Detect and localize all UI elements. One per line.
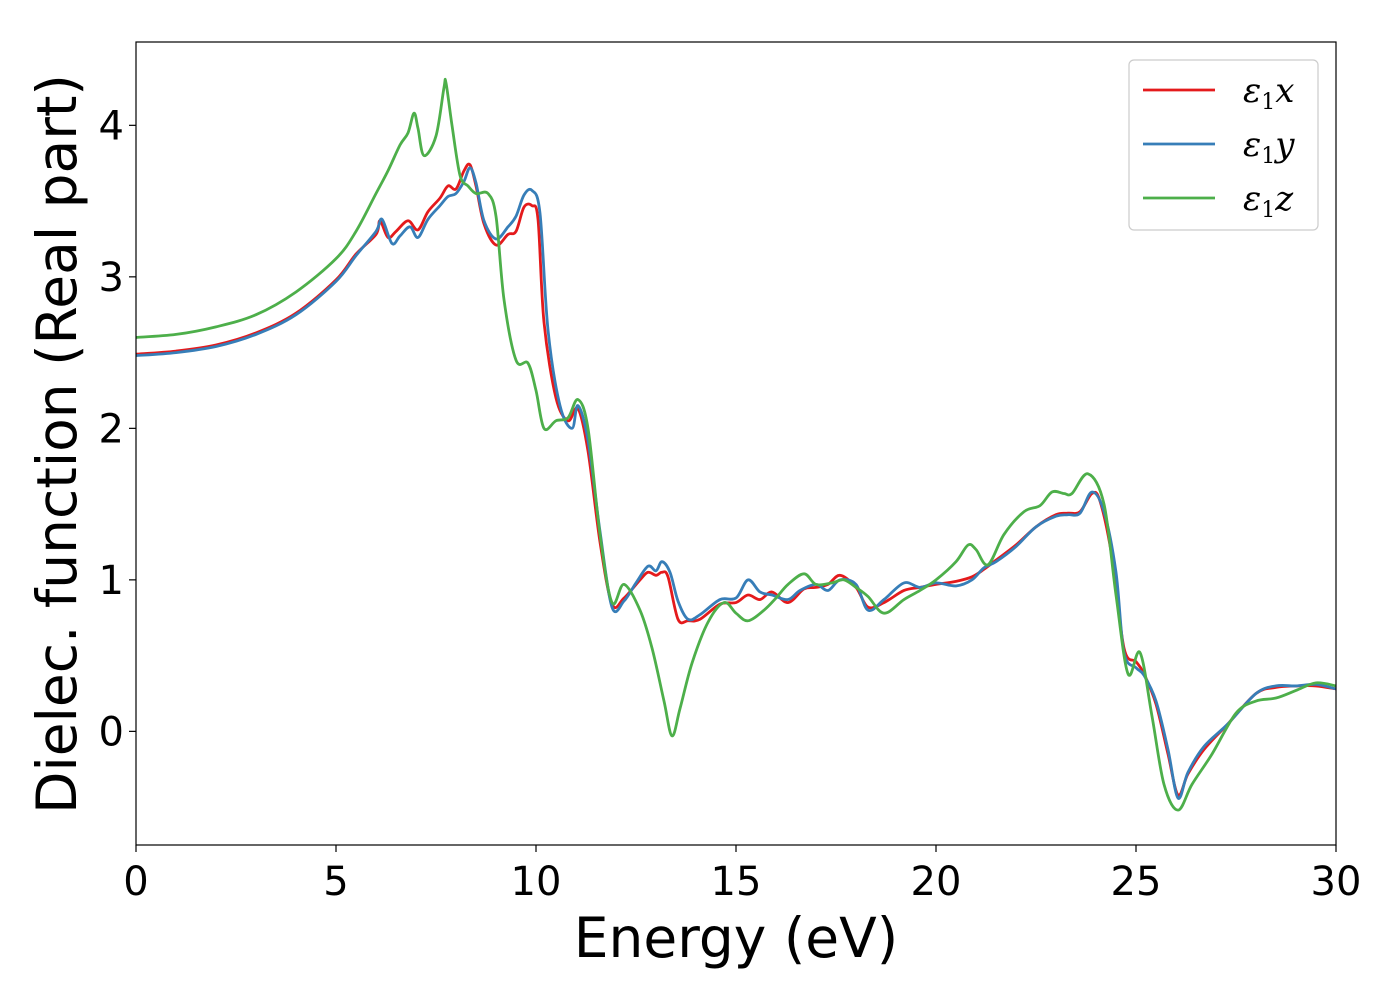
x-tick-label: 5 [323,859,348,905]
x-tick-label: 15 [711,859,762,905]
x-axis-title: Energy (eV) [574,906,898,970]
legend-component: z [1274,179,1294,219]
series-line-z [136,77,1336,812]
x-axis: 0 5 10 15 20 25 30 [123,845,1361,905]
y-tick-label: 4 [99,103,124,149]
x-tick-label: 10 [511,859,562,905]
legend-label-y: ε1y [1243,125,1295,169]
y-axis-title: Dielec. function (Real part) [25,74,89,814]
legend-label-x: ε1x [1243,71,1294,115]
y-tick-label: 1 [99,558,124,604]
legend-subscript: 1 [1261,90,1275,115]
legend-component: x [1275,71,1294,111]
series-line-y [136,166,1336,800]
legend-component: y [1273,125,1295,165]
x-tick-label: 20 [911,859,962,905]
x-tick-label: 30 [1311,859,1362,905]
legend-label-z: ε1z [1243,179,1294,223]
legend-symbol: ε [1243,125,1261,165]
legend-symbol: ε [1243,71,1261,111]
x-tick-label: 25 [1111,859,1162,905]
legend-subscript: 1 [1261,144,1275,169]
series-layer [136,77,1336,812]
y-tick-label: 3 [99,255,124,301]
legend-subscript: 1 [1261,198,1275,223]
legend-symbol: ε [1243,179,1261,219]
y-tick-label: 0 [99,709,124,755]
y-axis: 0 1 2 3 4 [99,103,136,755]
legend-box [1128,59,1319,231]
x-tick-label: 0 [123,859,148,905]
y-tick-label: 2 [99,406,124,452]
